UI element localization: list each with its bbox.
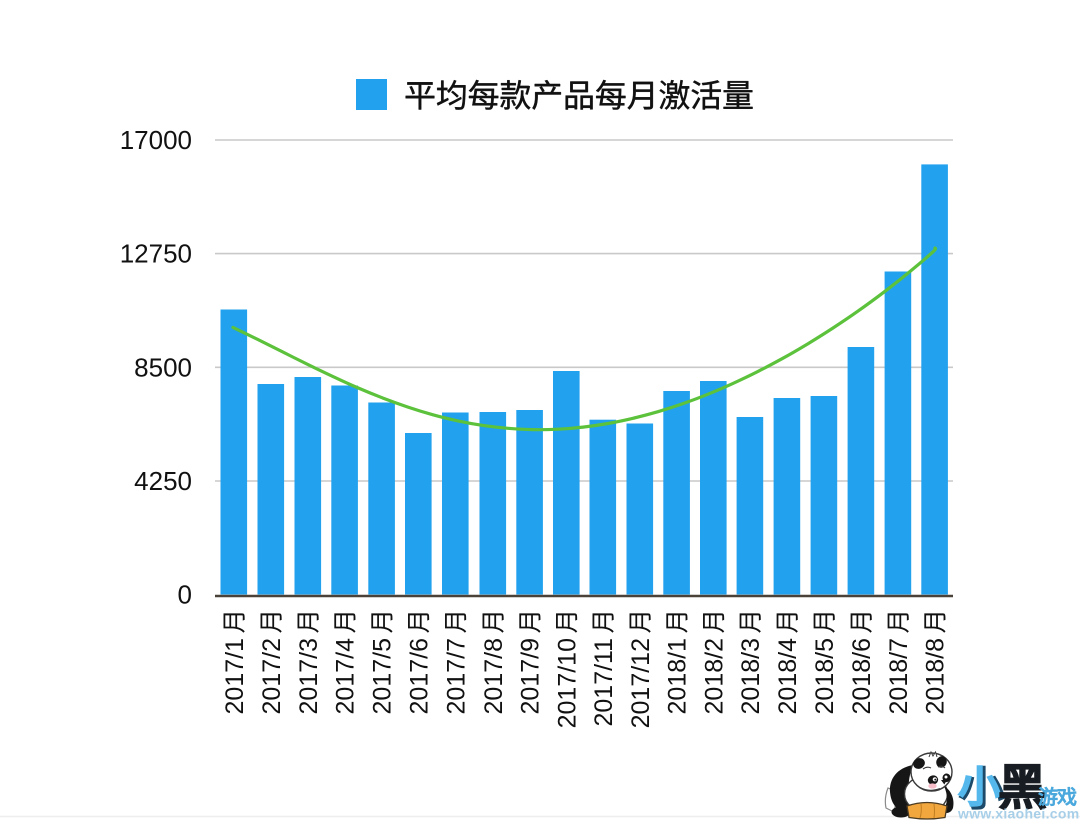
svg-text:2018/4: 2018/4	[774, 638, 802, 715]
svg-text:www.xiaohei.com: www.xiaohei.com	[957, 806, 1079, 822]
svg-text:2017/1: 2017/1	[221, 638, 249, 714]
svg-text:2018/7: 2018/7	[885, 638, 913, 714]
svg-text:2017/4: 2017/4	[332, 638, 360, 715]
svg-text:2017/8: 2017/8	[480, 638, 508, 714]
svg-text:2017/7: 2017/7	[442, 638, 470, 714]
svg-text:2018/3: 2018/3	[737, 638, 765, 714]
svg-text:0: 0	[178, 580, 192, 610]
svg-text:12750: 12750	[120, 239, 192, 269]
svg-text:2018/8: 2018/8	[922, 638, 950, 714]
svg-text:2018/6: 2018/6	[848, 638, 876, 714]
svg-text:2017/2: 2017/2	[258, 638, 286, 714]
svg-text:2018/5: 2018/5	[811, 638, 839, 714]
svg-text:4250: 4250	[134, 466, 192, 496]
svg-text:2017/6: 2017/6	[405, 638, 433, 714]
svg-text:2017/3: 2017/3	[295, 638, 323, 714]
svg-text:2017/12: 2017/12	[627, 638, 655, 728]
svg-text:17000: 17000	[120, 125, 192, 155]
svg-text:2017/11: 2017/11	[590, 638, 618, 727]
svg-text:2018/1: 2018/1	[664, 638, 692, 714]
svg-text:2017/5: 2017/5	[369, 638, 397, 714]
svg-text:2017/10: 2017/10	[553, 638, 581, 728]
svg-text:2018/2: 2018/2	[700, 638, 728, 714]
svg-text:2017/9: 2017/9	[517, 638, 545, 714]
svg-text:8500: 8500	[134, 352, 192, 382]
